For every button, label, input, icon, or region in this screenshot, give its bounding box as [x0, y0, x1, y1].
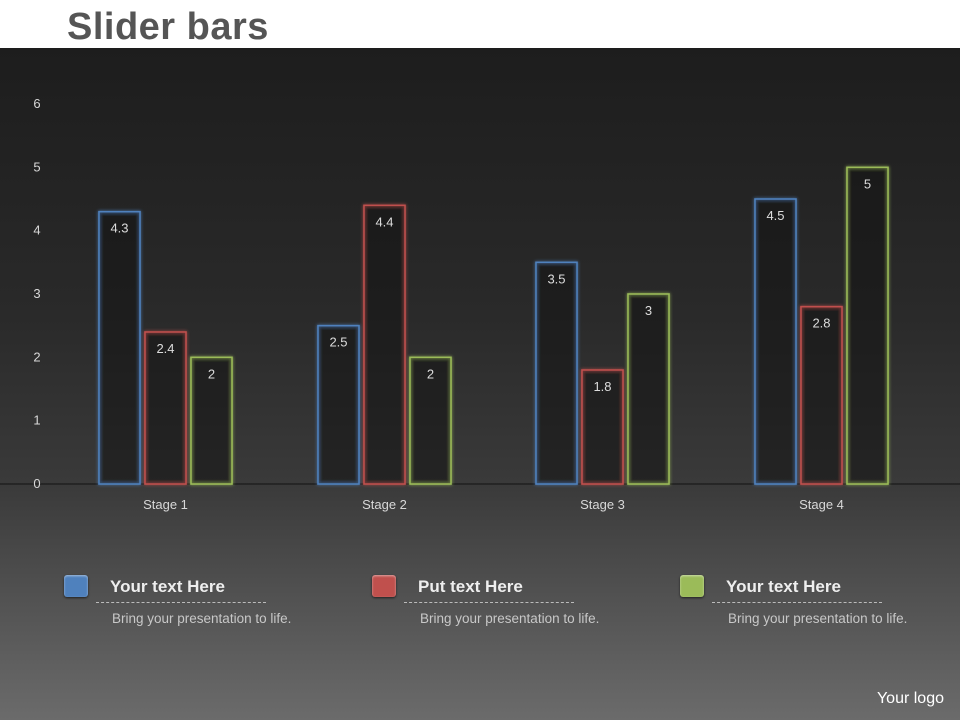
- legend-divider-2: [404, 602, 574, 603]
- y-tick-label-4: 4: [33, 223, 40, 238]
- x-tick-label-3: Stage 3: [580, 497, 625, 512]
- logo-text: Your logo: [876, 690, 944, 707]
- y-tick-label-0: 0: [33, 476, 40, 491]
- y-tick-label-3: 3: [33, 286, 40, 301]
- bar-2-stage-3: [581, 369, 624, 485]
- legend-body-2: Bring your presentation to life.: [420, 611, 600, 626]
- data-label-1-2: 2.5: [329, 335, 347, 350]
- title-bar: Slider bars: [0, 0, 960, 48]
- bar-3-stage-2: [409, 356, 452, 485]
- x-tick-label-4: Stage 4: [799, 497, 844, 512]
- bar-1-stage-2: [317, 324, 360, 485]
- bar-3-stage-1: [190, 356, 233, 485]
- bar-2-stage-4: [800, 305, 843, 485]
- data-label-3-2: 2: [427, 366, 434, 381]
- data-label-1-3: 3.5: [547, 271, 565, 286]
- legend-divider-1: [96, 602, 266, 603]
- legend-swatch-2: [372, 575, 396, 597]
- y-tick-label-5: 5: [33, 159, 40, 174]
- data-label-2-3: 1.8: [593, 379, 611, 394]
- y-tick-label-6: 6: [33, 96, 40, 111]
- legend-heading-3: Your text Here: [726, 577, 841, 596]
- legend-divider-3: [712, 602, 882, 603]
- data-label-1-1: 4.3: [110, 221, 128, 236]
- data-label-2-2: 4.4: [375, 214, 393, 229]
- data-label-2-1: 2.4: [156, 341, 174, 356]
- bar-1-stage-1: [98, 210, 141, 485]
- y-tick-label-2: 2: [33, 349, 40, 364]
- data-label-3-3: 3: [645, 303, 652, 318]
- bar-2-stage-1: [144, 331, 187, 485]
- legend-body-1: Bring your presentation to life.: [112, 611, 292, 626]
- bar-3-stage-3: [627, 293, 670, 485]
- slide-title: Slider bars: [67, 6, 269, 48]
- data-label-3-1: 2: [208, 366, 215, 381]
- legend-heading-1: Your text Here: [110, 577, 225, 596]
- bar-2-stage-2: [363, 204, 406, 485]
- legend-swatch-1: [64, 575, 88, 597]
- data-label-2-4: 2.8: [812, 316, 830, 331]
- bar-3-stage-4: [846, 166, 889, 485]
- bar-1-stage-3: [535, 261, 578, 485]
- bar-1-stage-4: [754, 198, 797, 485]
- x-tick-label-2: Stage 2: [362, 497, 407, 512]
- legend-heading-2: Put text Here: [418, 577, 523, 596]
- x-tick-label-1: Stage 1: [143, 497, 188, 512]
- data-label-3-4: 5: [864, 176, 871, 191]
- legend-body-3: Bring your presentation to life.: [728, 611, 908, 626]
- legend-swatch-3: [680, 575, 704, 597]
- y-tick-label-1: 1: [33, 413, 40, 428]
- bar-chart: 0 1 2 3 4 5 6 4.3 2.4 2 Stage 1 2.5 4.4 2 Stage 2 3.5 1.…: [0, 96, 960, 512]
- data-label-1-4: 4.5: [766, 208, 784, 223]
